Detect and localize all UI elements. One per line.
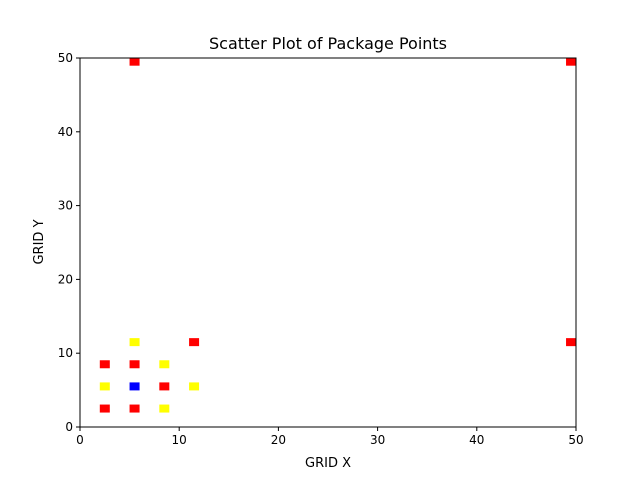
data-point-red bbox=[99, 360, 110, 369]
x-tick-label: 0 bbox=[76, 433, 84, 447]
y-tick-label: 40 bbox=[58, 125, 73, 139]
data-point-red bbox=[189, 338, 200, 347]
data-point-yellow bbox=[159, 404, 170, 413]
data-point-yellow bbox=[159, 360, 170, 369]
chart-title: Scatter Plot of Package Points bbox=[209, 34, 447, 53]
x-axis-label: GRID X bbox=[305, 456, 351, 471]
data-point-red bbox=[129, 57, 140, 66]
x-tick-label: 40 bbox=[469, 433, 484, 447]
y-tick-label: 50 bbox=[58, 51, 73, 65]
x-tick-label: 20 bbox=[271, 433, 286, 447]
data-point-red bbox=[99, 404, 110, 413]
x-tick-label: 50 bbox=[568, 433, 583, 447]
x-tick-label: 30 bbox=[370, 433, 385, 447]
data-point-red bbox=[129, 360, 140, 369]
data-point-red bbox=[566, 338, 577, 347]
plot-frame bbox=[79, 57, 577, 428]
y-tick-label: 20 bbox=[58, 272, 73, 286]
data-point-yellow bbox=[129, 338, 140, 347]
y-axis-label: GRID Y bbox=[32, 219, 47, 264]
y-tick-label: 10 bbox=[58, 346, 73, 360]
data-point-red bbox=[159, 382, 170, 391]
x-tick-label: 10 bbox=[172, 433, 187, 447]
data-point-red bbox=[129, 404, 140, 413]
data-point-red bbox=[566, 57, 577, 66]
data-point-blue bbox=[129, 382, 140, 391]
data-point-yellow bbox=[99, 382, 110, 391]
y-tick-label: 30 bbox=[58, 199, 73, 213]
data-point-yellow bbox=[189, 382, 200, 391]
y-tick-label: 0 bbox=[65, 420, 73, 434]
plot-area: 0 10 20 30 40 50 0 10 20 30 40 50 bbox=[58, 51, 584, 447]
